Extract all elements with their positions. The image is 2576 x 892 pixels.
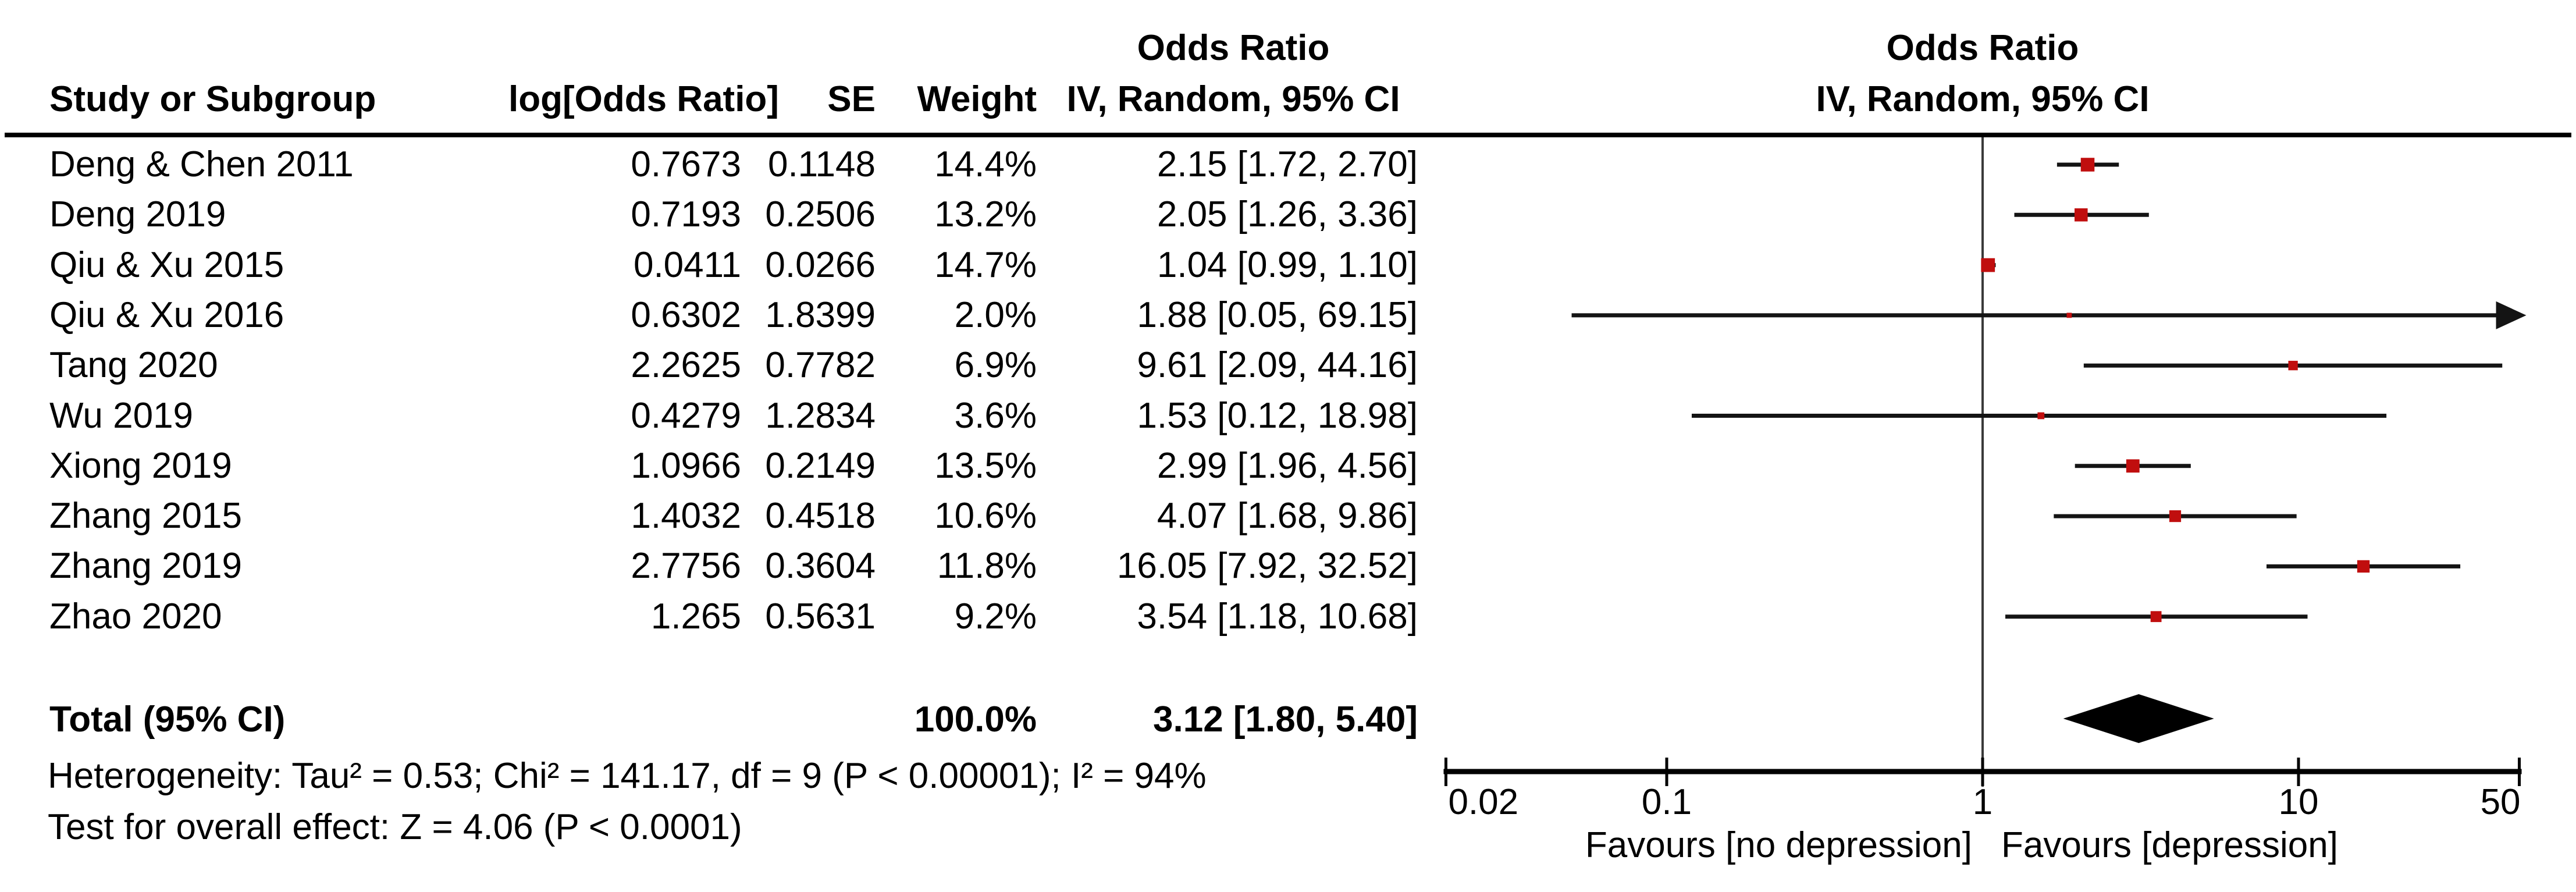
favours-right-label: Favours [depression] [2001,825,2338,865]
study-name-cell: Qiu & Xu 2016 [49,294,284,335]
study-row: Zhang 2019 2.7756 0.3604 11.8% 16.05 [7.92, … [0,541,1454,591]
weight-cell: 10.6% [934,496,1037,536]
study-name-cell: Zhao 2020 [49,596,222,637]
total-ci-text: 3.12 [1.80, 5.40] [1153,699,1418,740]
weight-cell: 14.7% [934,244,1037,285]
study-row: Deng 2019 0.7193 0.2506 13.2% 2.05 [1.26, 3.… [0,190,1454,240]
log-odds-ratio-cell: 0.0411 [633,244,741,285]
se-cell: 0.1148 [767,144,876,184]
weight-cell: 2.0% [954,294,1037,335]
se-cell: 0.5631 [765,596,876,637]
se-cell: 0.2149 [765,445,876,486]
ci-text-cell: 9.61 [2.09, 44.16] [1137,345,1418,386]
study-name-cell: Qiu & Xu 2015 [49,244,284,285]
table-ci-header: IV, Random, 95% CI [1066,79,1400,119]
pooled-diamond [2063,694,2214,743]
effect-square [2150,611,2162,623]
total-row: Total (95% CI) 100.0% 3.12 [1.80, 5.40] [0,695,1454,745]
se-cell: 0.3604 [765,546,876,587]
study-row: Tang 2020 2.2625 0.7782 6.9% 9.61 [2.09, 44.… [0,340,1454,390]
study-column-header: Study or Subgroup [49,79,376,119]
effect-square [2357,560,2370,573]
study-name-cell: Tang 2020 [49,345,218,386]
x-axis-tick-label: 0.02 [1448,782,1519,822]
ci-text-cell: 2.05 [1.26, 3.36] [1157,194,1418,235]
effect-square [2066,312,2072,318]
effect-square [2126,459,2140,473]
weight-cell: 13.5% [934,445,1037,486]
effect-square [2288,361,2298,371]
plot-or-header: Odds Ratio [1886,28,2079,68]
weight-cell: 14.4% [934,144,1037,184]
ci-text-cell: 3.54 [1.18, 10.68] [1137,596,1418,637]
study-row: Qiu & Xu 2015 0.0411 0.0266 14.7% 1.04 [0.99… [0,240,1454,290]
study-row: Qiu & Xu 2016 0.6302 1.8399 2.0% 1.88 [0.05,… [0,290,1454,340]
heterogeneity-text: Heterogeneity: Tau² = 0.53; Chi² = 141.1… [48,756,1207,796]
log-odds-ratio-cell: 0.7673 [631,144,741,184]
weight-column-header: Weight [917,79,1037,119]
se-cell: 1.8399 [765,294,876,335]
effect-square [1981,258,1995,272]
overall-effect-text: Test for overall effect: Z = 4.06 (P < 0… [48,807,742,847]
weight-cell: 3.6% [954,395,1037,436]
se-column-header: SE [827,79,876,119]
plot-ci-header: IV, Random, 95% CI [1816,79,2150,119]
effect-square [2169,510,2182,523]
weight-cell: 13.2% [934,194,1037,235]
se-cell: 1.2834 [765,395,876,436]
x-axis-tick-label: 10 [2278,782,2319,822]
x-axis-tick-label: 1 [1972,782,1993,822]
se-cell: 0.7782 [765,345,876,386]
study-name-cell: Wu 2019 [49,395,194,436]
ci-text-cell: 1.04 [0.99, 1.10] [1157,244,1418,285]
table-or-header: Odds Ratio [1137,28,1330,68]
study-name-cell: Xiong 2019 [49,445,232,486]
ci-text-cell: 1.53 [0.12, 18.98] [1137,395,1418,436]
ci-text-cell: 2.15 [1.72, 2.70] [1157,144,1418,184]
study-name-cell: Zhang 2015 [49,496,242,536]
study-row: Deng & Chen 2011 0.7673 0.1148 14.4% 2.15 [1… [0,140,1454,190]
study-row: Zhang 2015 1.4032 0.4518 10.6% 4.07 [1.68, 9… [0,491,1454,541]
log-odds-ratio-cell: 1.265 [650,596,741,637]
ci-text-cell: 2.99 [1.96, 4.56] [1157,445,1418,486]
x-axis-tick-label: 50 [2480,782,2521,822]
log-odds-ratio-cell: 0.4279 [631,395,741,436]
header-rule [5,133,2571,137]
x-axis-tick-label: 0.1 [1641,782,1692,822]
total-label: Total (95% CI) [49,699,286,740]
effect-square [2075,208,2088,222]
study-row: Xiong 2019 1.0966 0.2149 13.5% 2.99 [1.96, 4… [0,441,1454,491]
effect-square [2037,412,2045,420]
ci-text-cell: 4.07 [1.68, 9.86] [1157,496,1418,536]
log-odds-ratio-cell: 2.2625 [631,345,741,386]
study-row: Wu 2019 0.4279 1.2834 3.6% 1.53 [0.12, 18.98… [0,391,1454,441]
study-name-cell: Deng & Chen 2011 [49,144,354,184]
favours-left-label: Favours [no depression] [1585,825,1972,865]
se-cell: 0.0266 [765,244,876,285]
effect-square [2080,158,2095,172]
weight-cell: 6.9% [954,345,1037,386]
log-odds-ratio-cell: 1.0966 [631,445,741,486]
se-cell: 0.4518 [765,496,876,536]
total-weight: 100.0% [914,699,1037,740]
ci-arrow-right [2496,301,2527,329]
study-row: Zhao 2020 1.265 0.5631 9.2% 3.54 [1.18, 10.6… [0,592,1454,642]
study-name-cell: Zhang 2019 [49,546,242,587]
ci-text-cell: 1.88 [0.05, 69.15] [1137,294,1418,335]
weight-cell: 9.2% [954,596,1037,637]
se-cell: 0.2506 [765,194,876,235]
log-odds-ratio-cell: 0.6302 [631,294,741,335]
log-odds-ratio-cell: 2.7756 [631,546,741,587]
log-odds-ratio-column-header: log[Odds Ratio] [508,79,779,119]
log-odds-ratio-cell: 0.7193 [631,194,741,235]
ci-text-cell: 16.05 [7.92, 32.52] [1116,546,1418,587]
study-name-cell: Deng 2019 [49,194,226,235]
log-odds-ratio-cell: 1.4032 [631,496,741,536]
weight-cell: 11.8% [937,546,1037,587]
